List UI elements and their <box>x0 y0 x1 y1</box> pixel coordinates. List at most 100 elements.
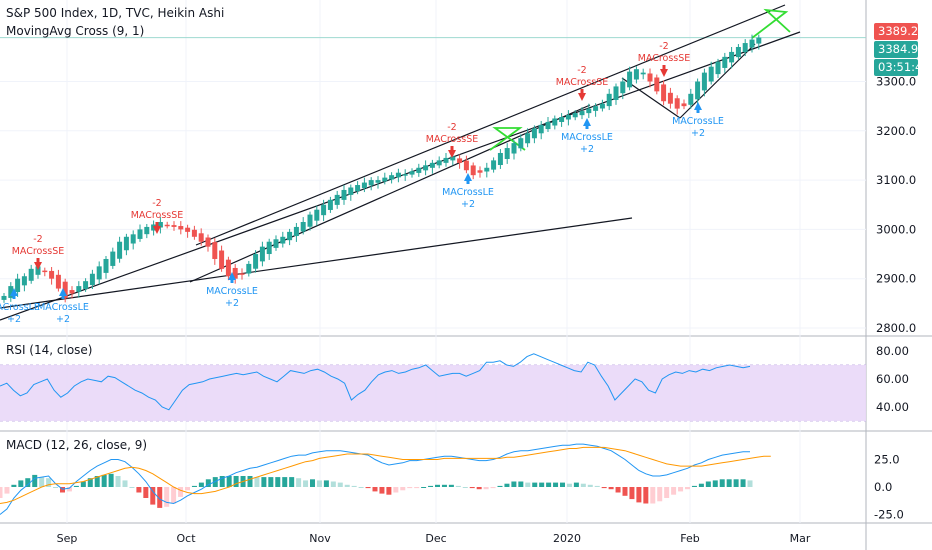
ha-price-tag: 3384.9 <box>874 41 918 58</box>
macd-histogram-bar <box>129 487 135 488</box>
macd-histogram-bar <box>87 478 93 487</box>
macd-histogram-bar <box>553 482 559 487</box>
trend-line <box>679 43 756 119</box>
macd-histogram-bar <box>532 482 538 487</box>
macd-histogram-bar <box>712 480 718 487</box>
macd-histogram-bar <box>566 483 572 487</box>
candle-body <box>21 276 27 286</box>
candle-body <box>538 124 544 134</box>
last-price-tag: 3389.2 <box>874 23 918 40</box>
macd-histogram-bar <box>164 487 170 507</box>
symbol-title[interactable]: S&P 500 Index, 1D, TVC, Heikin Ashi <box>6 6 225 20</box>
short-signal-arrow-stem <box>36 258 40 262</box>
candle-body <box>695 81 701 100</box>
short-signal-label: MACrossSE <box>556 77 609 88</box>
short-signal-qty: -2 <box>577 65 586 76</box>
candle-body <box>55 274 61 289</box>
macd-histogram-bar <box>643 487 649 504</box>
candle-body <box>178 226 184 230</box>
candle-body <box>552 118 558 126</box>
macd-histogram-bar <box>191 485 197 487</box>
macd-histogram-bar <box>323 480 329 487</box>
candle-body <box>35 266 41 275</box>
candle-body <box>599 103 605 109</box>
candle-body <box>253 254 259 269</box>
macd-histogram-bar <box>254 477 260 487</box>
long-signal-arrow <box>583 118 591 126</box>
macd-histogram-bar <box>518 481 524 487</box>
macd-histogram-bar <box>226 476 232 487</box>
candle-body <box>1 295 7 300</box>
candle-body <box>28 268 34 281</box>
macd-histogram-bar <box>657 487 663 502</box>
trend-line <box>195 4 786 246</box>
macd-histogram-bar <box>414 487 420 489</box>
macd-histogram-bar <box>441 484 447 487</box>
price-tick-label: 3200.0 <box>876 124 916 138</box>
long-signal-label: MACrossLE <box>561 132 613 143</box>
macd-tick-label: 0.0 <box>874 480 892 494</box>
candle-body <box>117 241 123 259</box>
candle-body <box>409 171 415 175</box>
macd-histogram-bar <box>233 476 239 487</box>
candle-body <box>579 111 585 116</box>
time-tick-label: Feb <box>680 532 699 545</box>
macd-histogram-bar <box>733 479 739 487</box>
long-signal-arrow <box>59 288 67 296</box>
long-signal-arrow <box>228 272 236 280</box>
candle-body <box>334 194 340 205</box>
candle-body <box>708 66 714 82</box>
macd-histogram-bar <box>136 487 142 493</box>
short-signal-arrow <box>153 226 161 234</box>
macd-histogram-bar <box>150 487 156 505</box>
macd-legend[interactable]: MACD (12, 26, close, 9) <box>6 438 148 452</box>
macd-histogram-bar <box>46 478 52 487</box>
candle-body <box>633 69 639 80</box>
macd-histogram-bar <box>4 487 10 494</box>
macd-histogram-bar <box>476 487 482 490</box>
macd-histogram-bar <box>11 484 17 487</box>
candle-body <box>8 286 14 298</box>
macd-histogram-bar <box>18 480 24 487</box>
green-annotation <box>751 8 791 39</box>
macd-histogram-bar <box>629 487 635 500</box>
macd-tick-label: -25.0 <box>874 508 904 522</box>
macd-histogram-bar <box>289 477 295 487</box>
macd-histogram-bar <box>73 485 79 487</box>
macd-histogram-bar <box>66 487 72 492</box>
short-signal-arrow-stem <box>662 65 666 69</box>
candle-body <box>280 236 286 244</box>
candle-body <box>586 108 592 114</box>
short-signal-label: MACrossSE <box>131 210 184 221</box>
candle-body <box>355 185 361 192</box>
macd-histogram-bar <box>268 477 274 487</box>
rsi-legend[interactable]: RSI (14, close) <box>6 343 93 357</box>
long-signal-arrow-stem <box>585 125 589 129</box>
candle-body <box>722 56 728 68</box>
candle-body <box>185 227 191 232</box>
long-signal-qty: +2 <box>7 314 21 325</box>
candle-body <box>436 160 442 166</box>
candle-body <box>681 103 687 107</box>
candle-body <box>341 189 347 200</box>
long-signal-arrow-stem <box>12 295 16 299</box>
macd-histogram-bar <box>483 487 489 490</box>
long-signal-arrow <box>464 173 472 181</box>
price-tick-label: 3000.0 <box>876 222 916 236</box>
macd-histogram-bar <box>636 487 642 503</box>
macd-histogram-bar <box>469 487 475 489</box>
macd-histogram-bar <box>462 487 468 488</box>
price-tick-label: 2800.0 <box>876 321 916 335</box>
short-signal-qty: -2 <box>659 41 668 52</box>
long-signal-label: MACrossLE <box>442 187 494 198</box>
rsi-tick-label: 60.00 <box>876 372 909 386</box>
short-signal-arrow-stem <box>155 222 159 226</box>
study-legend[interactable]: MovingAvg Cross (9, 1) <box>6 24 145 38</box>
candle-body <box>110 251 116 266</box>
macd-histogram-bar <box>365 487 371 489</box>
candle-body <box>749 39 755 48</box>
macd-histogram-bar <box>490 487 496 489</box>
candle-body <box>545 121 551 130</box>
